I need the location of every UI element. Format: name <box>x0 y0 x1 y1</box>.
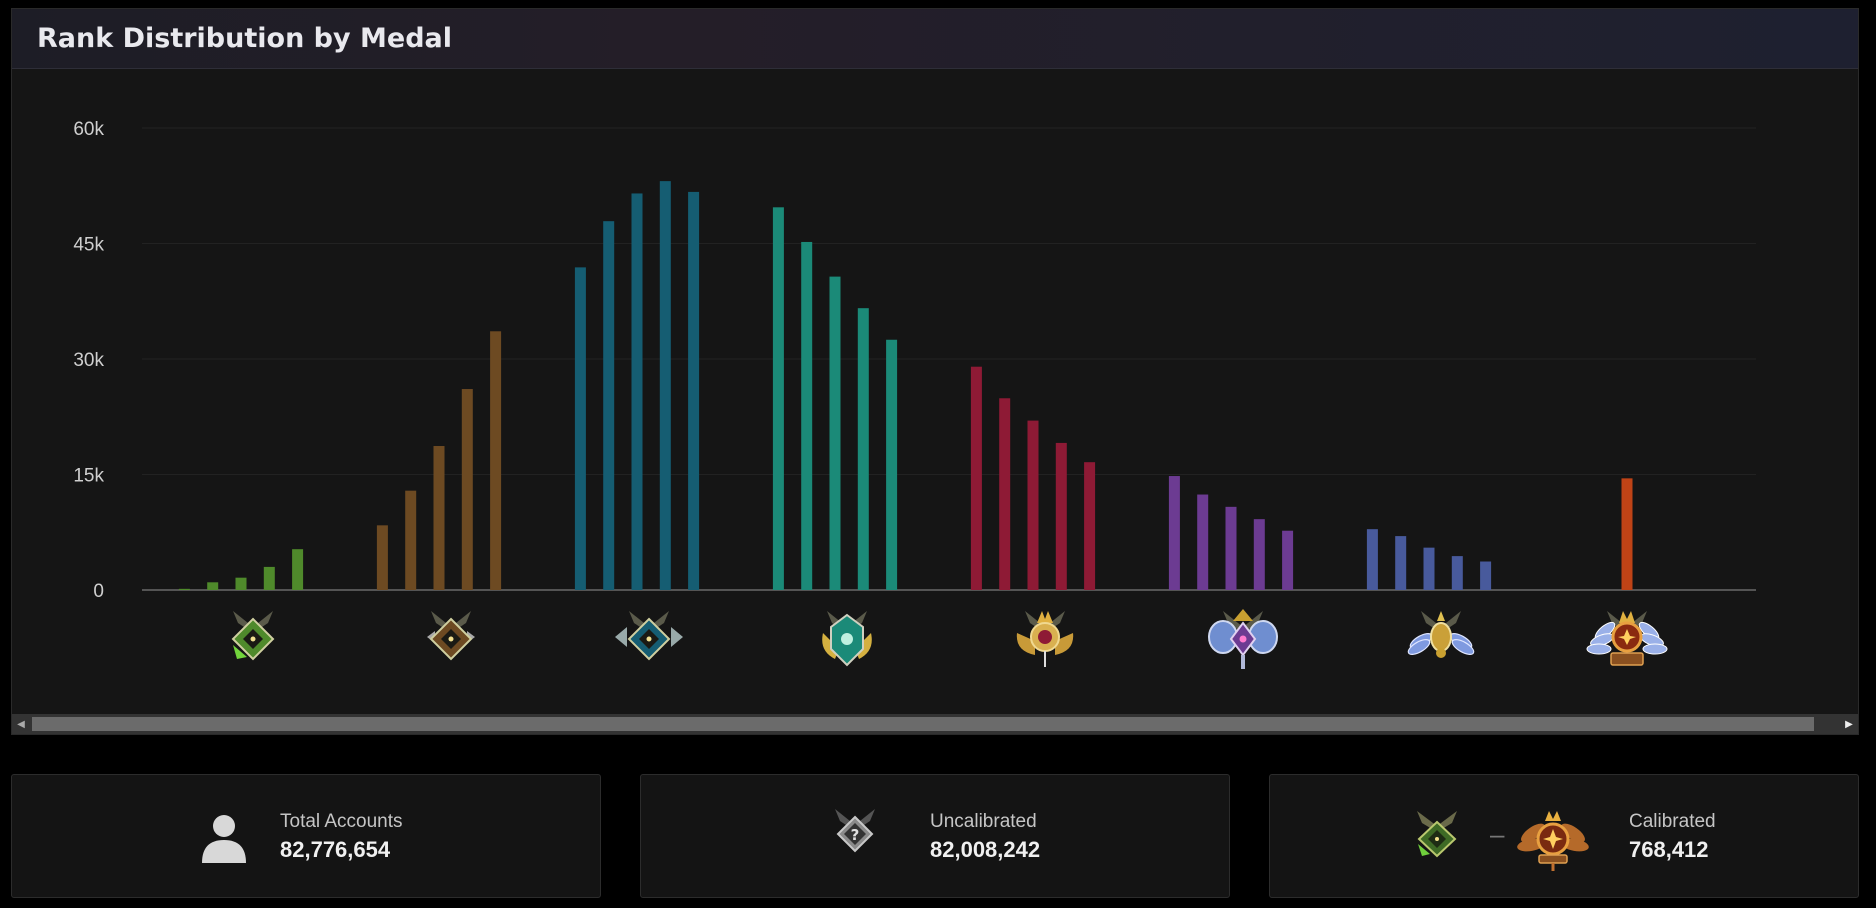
scrollbar-thumb[interactable] <box>32 717 1814 731</box>
bar-herald-4 <box>263 566 275 590</box>
bar-archon-3 <box>829 276 841 590</box>
crusader-medal-icon <box>615 611 683 661</box>
total-accounts-label: Total Accounts <box>280 811 403 832</box>
bar-ancient-5 <box>1282 530 1294 590</box>
immortal-medal-icon <box>1586 611 1668 666</box>
total-accounts-value: 82,776,654 <box>280 837 391 862</box>
horizontal-scrollbar[interactable]: ◀ ▶ <box>12 714 1858 734</box>
bar-ancient-2 <box>1197 494 1209 590</box>
bar-herald-1 <box>178 588 190 590</box>
panel-title: Rank Distribution by Medal <box>37 23 452 54</box>
bar-crusader-5 <box>688 191 700 590</box>
herald-medal-icon <box>231 611 275 661</box>
bar-ancient-1 <box>1168 476 1180 590</box>
bar-crusader-2 <box>603 221 615 591</box>
calibrated-label: Calibrated <box>1629 811 1716 832</box>
bar-divine-5 <box>1480 561 1492 590</box>
bar-archon-5 <box>886 339 898 590</box>
calibrated-separator: – <box>1490 819 1505 849</box>
y-tick-label: 15k <box>73 466 104 487</box>
immortal-medal-icon <box>1517 811 1589 871</box>
total-accounts-card: Total Accounts 82,776,654 <box>11 774 601 898</box>
archon-medal-icon <box>822 611 872 667</box>
legend-medal-icon <box>1016 611 1074 667</box>
bar-legend-4 <box>1055 442 1067 590</box>
bar-crusader-4 <box>659 181 671 590</box>
rank-distribution-panel: Rank Distribution by Medal 0 15k 30k 45k 60k… <box>11 8 1859 735</box>
calibrated-card: – Calibrated 768,412 <box>1269 774 1859 898</box>
bar-crusader-1 <box>574 267 586 590</box>
rank-distribution-chart: 0 15k 30k 45k 60k <box>73 119 1756 669</box>
scroll-left-arrow-icon[interactable]: ◀ <box>17 718 25 730</box>
y-tick-label: 30k <box>73 350 104 371</box>
uncalibrated-card: ? Uncalibrated 82,008,242 <box>640 774 1230 898</box>
user-icon <box>202 815 246 863</box>
bar-herald-5 <box>292 549 304 590</box>
bar-crusader-3 <box>631 193 643 590</box>
bar-archon-1 <box>772 207 784 590</box>
scroll-right-arrow-icon[interactable]: ▶ <box>1845 718 1853 730</box>
uncalibrated-label: Uncalibrated <box>930 811 1037 832</box>
guardian-medal-icon <box>427 611 475 661</box>
bar-guardian-5 <box>490 331 502 590</box>
bar-herald-3 <box>235 577 247 590</box>
svg-text:?: ? <box>851 826 860 844</box>
bar-archon-4 <box>857 308 869 590</box>
bar-archon-2 <box>801 241 813 590</box>
bar-legend-5 <box>1084 462 1096 590</box>
bar-guardian-2 <box>405 490 417 590</box>
calibrated-value: 768,412 <box>1629 837 1709 862</box>
y-tick-label: 45k <box>73 235 104 256</box>
bar-guardian-3 <box>433 446 445 590</box>
herald-medal-icon <box>1417 811 1457 858</box>
bar-divine-3 <box>1423 547 1435 590</box>
panel-header: Rank Distribution by Medal <box>12 9 1858 69</box>
bar-immortal-1 <box>1621 478 1633 590</box>
bar-guardian-4 <box>461 389 473 590</box>
y-tick-label: 60k <box>73 119 104 140</box>
divine-medal-icon <box>1407 611 1475 658</box>
bar-divine-2 <box>1395 536 1407 590</box>
bar-ancient-3 <box>1225 506 1237 590</box>
bar-guardian-1 <box>376 525 388 590</box>
bar-legend-1 <box>970 366 982 590</box>
bar-ancient-4 <box>1253 519 1265 590</box>
y-tick-label: 0 <box>93 581 104 602</box>
uncalibrated-value: 82,008,242 <box>930 837 1041 862</box>
bar-divine-1 <box>1366 529 1378 590</box>
uncalibrated-medal-icon: ? <box>835 809 875 853</box>
bar-legend-3 <box>1027 420 1039 590</box>
bar-legend-2 <box>999 398 1011 590</box>
bar-herald-2 <box>207 582 219 590</box>
ancient-medal-icon <box>1208 609 1278 669</box>
bar-divine-4 <box>1451 556 1463 590</box>
